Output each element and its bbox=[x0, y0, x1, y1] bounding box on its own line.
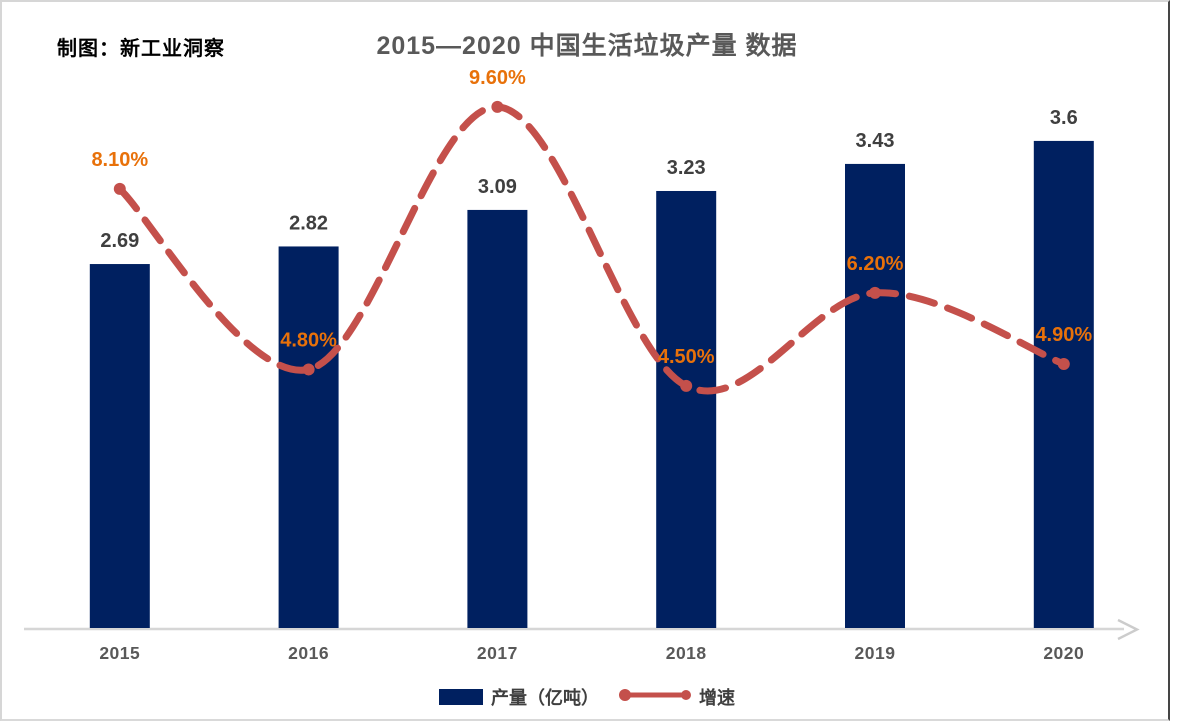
credit-text: 制图：新工业洞察 bbox=[57, 38, 225, 60]
bar-2017 bbox=[467, 209, 528, 628]
chart-legend: 产量（亿吨） 增速 bbox=[2, 684, 1172, 710]
x-tick-label-2019: 2019 bbox=[855, 643, 896, 663]
growth-point-2017 bbox=[491, 100, 504, 113]
bar-value-label: 2.82 bbox=[289, 212, 328, 234]
growth-point-2020 bbox=[1057, 357, 1070, 370]
growth-point-2019 bbox=[869, 286, 881, 299]
x-tick-label-2018: 2018 bbox=[666, 643, 707, 663]
bar-2016 bbox=[278, 246, 339, 629]
bar-2018 bbox=[656, 190, 717, 628]
growth-value-label: 4.50% bbox=[658, 346, 715, 368]
growth-value-label: 4.90% bbox=[1035, 324, 1092, 346]
bar-value-label: 3.23 bbox=[667, 157, 706, 179]
growth-line bbox=[116, 103, 1068, 395]
growth-point-2015 bbox=[113, 182, 126, 195]
x-tick-label-2016: 2016 bbox=[288, 643, 329, 663]
x-tick-label-2017: 2017 bbox=[477, 643, 518, 663]
x-tick-label-2015: 2015 bbox=[99, 643, 140, 663]
bar-2019 bbox=[845, 163, 905, 628]
growth-value-label: 6.20% bbox=[847, 253, 904, 275]
bar-series-swatch bbox=[439, 689, 483, 705]
bar-value-label: 3.43 bbox=[856, 130, 895, 152]
line-series-marker-icon bbox=[617, 687, 695, 708]
x-axis-arrow-icon bbox=[1117, 618, 1140, 641]
growth-point-2018 bbox=[680, 379, 693, 392]
bar-series-label: 产量（亿吨） bbox=[491, 688, 599, 708]
bar-2020 bbox=[1033, 140, 1094, 629]
growth-value-label: 8.10% bbox=[91, 149, 148, 171]
bar-value-label: 3.09 bbox=[478, 176, 517, 198]
chart-title: 2015—2020 中国生活垃圾产量 数据 bbox=[376, 32, 798, 60]
x-tick-label-2020: 2020 bbox=[1043, 643, 1084, 663]
bar-value-label: 2.69 bbox=[100, 230, 139, 252]
growth-value-label: 4.80% bbox=[280, 329, 337, 351]
line-series-label: 增速 bbox=[699, 688, 735, 708]
growth-point-2016 bbox=[302, 363, 315, 376]
bar-value-label: 3.6 bbox=[1050, 107, 1078, 129]
bar-2015 bbox=[89, 264, 150, 628]
growth-value-label: 9.60% bbox=[469, 67, 526, 89]
